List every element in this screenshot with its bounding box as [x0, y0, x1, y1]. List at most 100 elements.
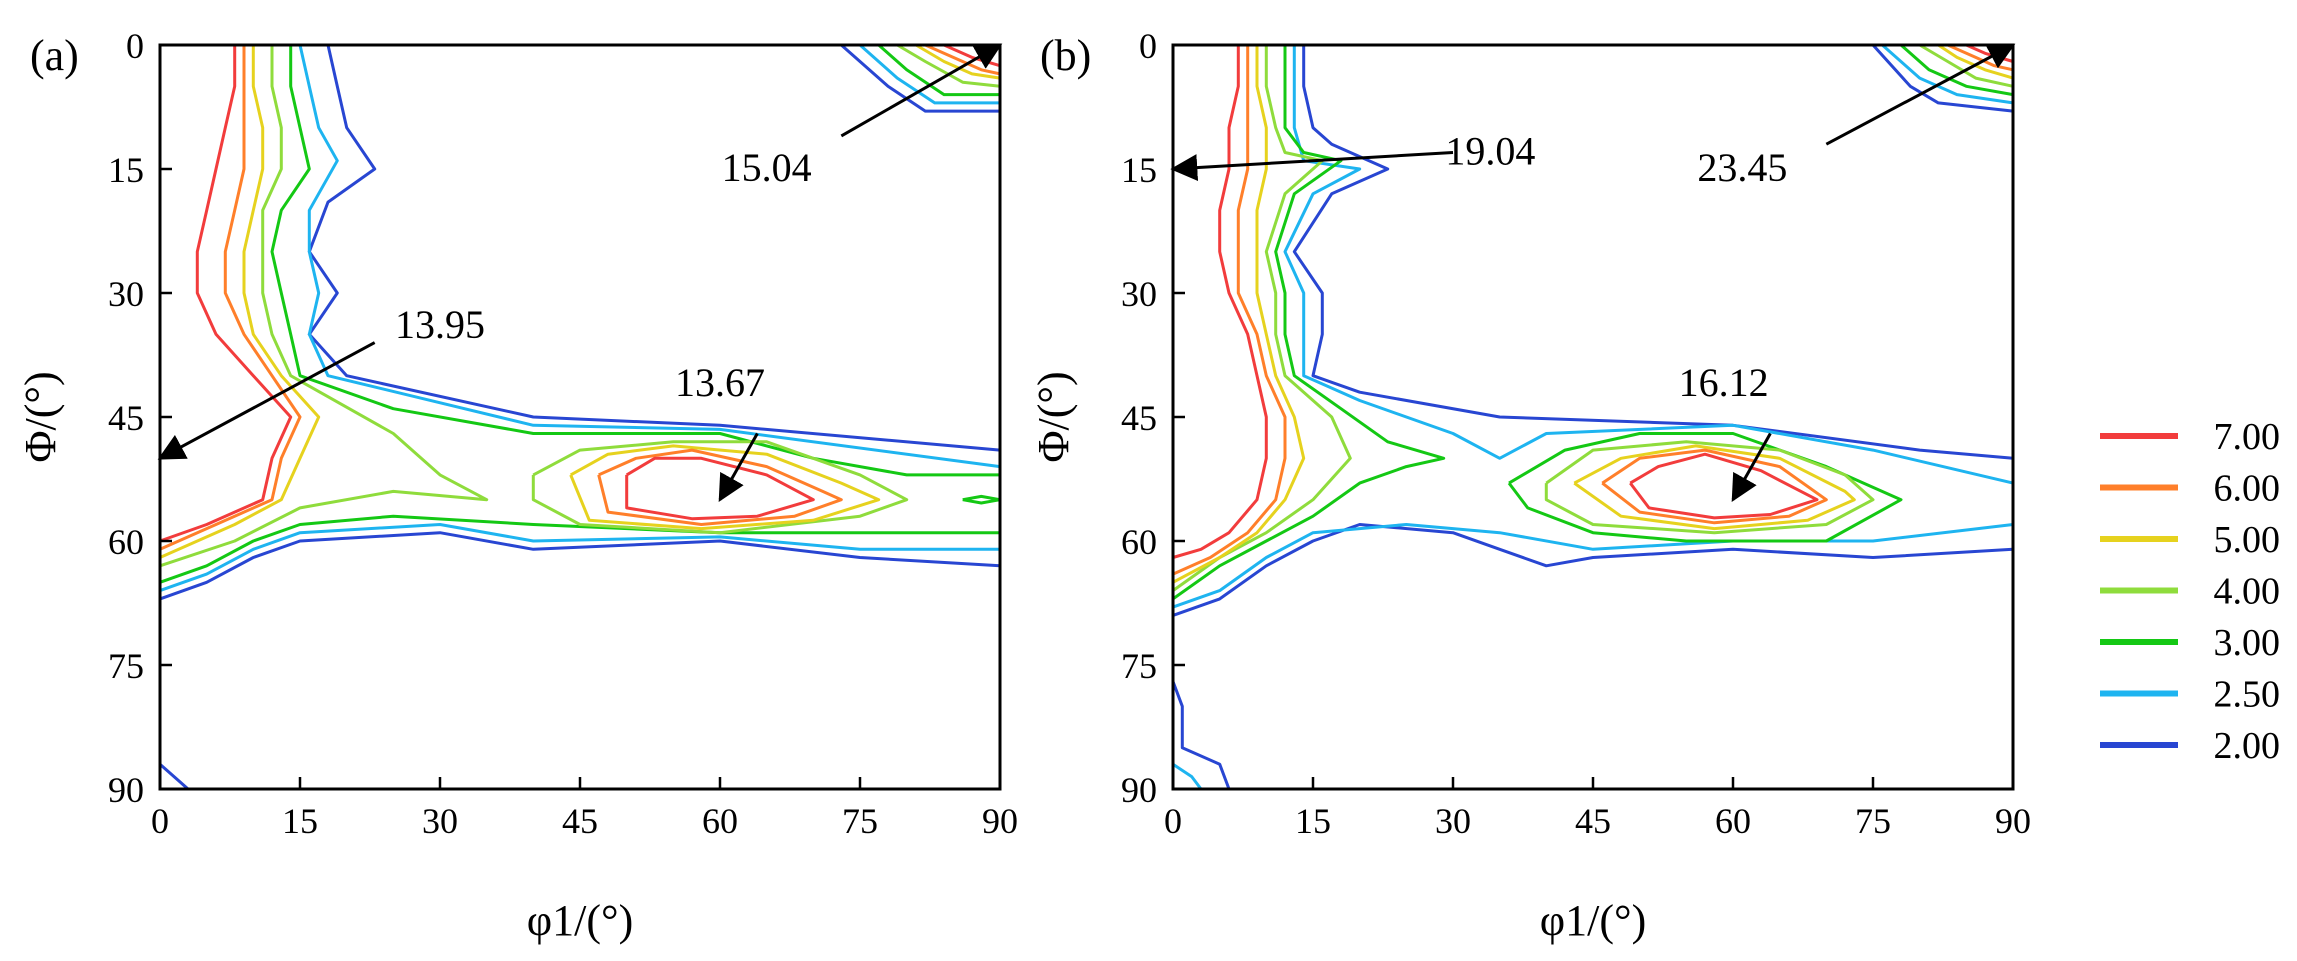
- annotation-arrow: [1731, 432, 1772, 503]
- y-tick-label: 75: [108, 646, 144, 686]
- annotation-label: 15.04: [722, 145, 812, 190]
- annotation-label: 13.95: [395, 302, 485, 347]
- contour-line: [1172, 45, 1352, 592]
- x-tick-label: 60: [1715, 801, 1751, 841]
- legend-label: 5.00: [2214, 519, 2281, 561]
- y-tick-label: 60: [108, 522, 144, 562]
- contour-line: [159, 514, 1000, 584]
- contour-line: [1601, 448, 1828, 525]
- contour-line: [569, 444, 881, 531]
- x-tick-label: 60: [702, 801, 738, 841]
- contour-line: [962, 494, 1002, 505]
- contour-line: [159, 531, 1001, 601]
- contour-line: [159, 45, 302, 551]
- contour-line: [1544, 440, 1875, 535]
- legend-label: 6.00: [2214, 468, 2281, 510]
- x-tick-label: 30: [422, 801, 458, 841]
- contour-lines: [159, 43, 1002, 791]
- legend-label: 2.50: [2214, 674, 2281, 716]
- x-tick-label: 15: [1295, 801, 1331, 841]
- contour-line: [1507, 432, 1903, 543]
- contour-line: [1871, 43, 2014, 113]
- y-tick-label: 45: [1121, 398, 1157, 438]
- annotation-arrow: [1825, 43, 2016, 146]
- x-tick-label: 45: [1575, 801, 1611, 841]
- y-axis-label: Φ/(°): [16, 371, 65, 462]
- plot-frame: [158, 43, 1002, 791]
- contour-line: [1172, 523, 2014, 609]
- panel-label: (a): [30, 31, 79, 80]
- y-axis-label: Φ/(°): [1029, 371, 1078, 462]
- contour-line: [270, 45, 1000, 477]
- contour-line: [159, 45, 321, 559]
- contour-line: [1918, 43, 2014, 88]
- x-tick-label: 75: [842, 801, 878, 841]
- y-tick-label: 45: [108, 398, 144, 438]
- contour-line: [298, 44, 1001, 469]
- contour-line: [159, 45, 293, 543]
- annotation-label: 19.04: [1445, 128, 1535, 173]
- legend-label: 2.00: [2214, 725, 2281, 767]
- contour-line: [1292, 45, 2014, 460]
- contour-line: [1172, 762, 1203, 790]
- y-tick-label: 0: [126, 26, 144, 66]
- annotation-arrow: [718, 432, 759, 503]
- annotations: 19.04 23.45 16.12: [1170, 43, 2016, 503]
- y-tick-label: 60: [1121, 522, 1157, 562]
- x-axis-label: φ1/(°): [1540, 896, 1647, 945]
- y-tick-label: 90: [1121, 770, 1157, 810]
- contour-line: [597, 448, 843, 526]
- contour-line: [1172, 45, 1446, 601]
- x-tick-label: 30: [1435, 801, 1471, 841]
- annotation-label: 16.12: [1679, 360, 1769, 405]
- x-tick-label: 15: [282, 801, 318, 841]
- contour-line: [1171, 680, 1231, 790]
- contour-lines: [1171, 43, 2014, 790]
- legend-label: 7.00: [2214, 416, 2281, 458]
- contour-line: [1172, 45, 1287, 576]
- annotation-label: 13.67: [675, 360, 765, 405]
- x-tick-label: 90: [982, 801, 1018, 841]
- annotation-arrow: [1170, 150, 1454, 182]
- contour-line: [307, 44, 1001, 452]
- x-tick-label: 0: [151, 801, 169, 841]
- y-tick-label: 15: [108, 150, 144, 190]
- contour-line: [159, 763, 189, 791]
- contour-line: [1629, 452, 1819, 520]
- contour-line: [625, 456, 815, 521]
- contour-line: [859, 43, 1000, 105]
- contour-line: [1881, 43, 2014, 105]
- legend-label: 4.00: [2214, 571, 2281, 613]
- annotation-arrow: [157, 341, 376, 460]
- x-tick-label: 45: [562, 801, 598, 841]
- x-tick-label: 90: [1995, 801, 2031, 841]
- contour-line: [1172, 45, 1306, 584]
- contour-line: [531, 440, 909, 535]
- legend-label: 3.00: [2214, 622, 2281, 664]
- contour-line: [1172, 45, 1268, 559]
- annotation-label: 23.45: [1697, 145, 1787, 190]
- contour-line: [877, 43, 1000, 97]
- contour-line: [159, 523, 1000, 593]
- contour-line: [159, 45, 489, 568]
- y-tick-label: 15: [1121, 150, 1157, 190]
- contour-line: [1573, 444, 1856, 531]
- contour-line: [1283, 45, 2014, 485]
- y-tick-label: 30: [108, 274, 144, 314]
- y-tick-label: 0: [1139, 26, 1157, 66]
- annotations: 15.04 13.95 13.67: [157, 43, 1003, 503]
- y-tick-label: 75: [1121, 646, 1157, 686]
- y-tick-label: 90: [108, 770, 144, 810]
- x-tick-label: 0: [1164, 801, 1182, 841]
- panel-label: (b): [1040, 31, 1091, 80]
- legend: 7.00 6.00 5.00 4.00 3.00 2.50 2.00: [2100, 416, 2280, 767]
- x-axis-label: φ1/(°): [527, 896, 634, 945]
- annotation-arrow: [840, 43, 1003, 138]
- contour-line: [1172, 523, 2014, 617]
- contour-line: [896, 43, 1001, 88]
